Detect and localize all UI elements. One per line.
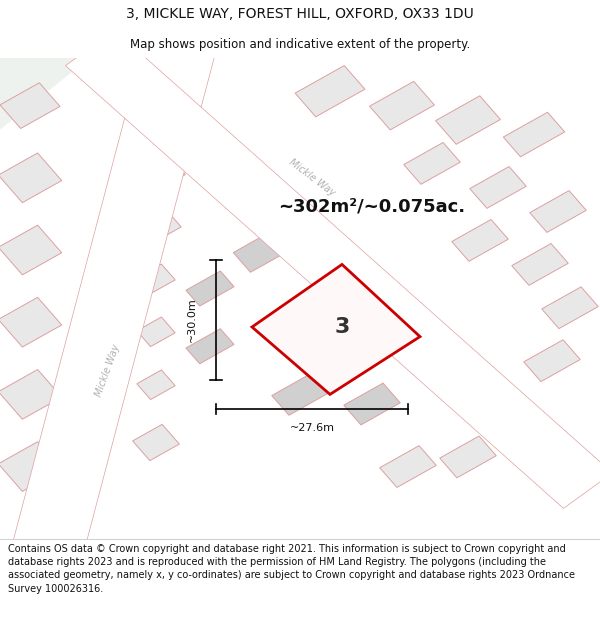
Text: Contains OS data © Crown copyright and database right 2021. This information is : Contains OS data © Crown copyright and d… [8,544,575,594]
Polygon shape [509,430,571,474]
Polygon shape [524,340,580,382]
Polygon shape [295,66,365,117]
Text: Mickle Way: Mickle Way [287,158,337,198]
Polygon shape [380,446,436,488]
Polygon shape [186,271,234,306]
Polygon shape [0,298,62,347]
Polygon shape [13,42,215,554]
Polygon shape [186,329,234,364]
Polygon shape [137,317,175,347]
Polygon shape [512,244,568,286]
Polygon shape [470,166,526,208]
Text: 3, MICKLE WAY, FOREST HILL, OXFORD, OX33 1DU: 3, MICKLE WAY, FOREST HILL, OXFORD, OX33… [126,8,474,21]
Polygon shape [139,155,185,191]
Polygon shape [436,96,500,144]
Text: ~302m²/~0.075ac.: ~302m²/~0.075ac. [278,198,466,216]
Polygon shape [370,81,434,130]
Polygon shape [0,442,62,491]
Polygon shape [404,142,460,184]
Text: ~30.0m: ~30.0m [187,298,197,342]
Polygon shape [542,287,598,329]
Polygon shape [0,82,60,129]
Polygon shape [137,264,175,294]
Polygon shape [503,112,565,157]
Polygon shape [530,191,586,232]
Text: Mickle Way: Mickle Way [94,343,122,398]
Polygon shape [252,264,420,394]
Polygon shape [344,383,400,425]
Polygon shape [233,228,295,272]
Polygon shape [0,58,90,129]
Polygon shape [461,386,523,431]
Text: Map shows position and indicative extent of the property.: Map shows position and indicative extent… [130,38,470,51]
Polygon shape [143,211,181,241]
Polygon shape [130,96,182,135]
Text: 3: 3 [334,317,350,337]
Polygon shape [272,374,328,415]
Polygon shape [440,436,496,478]
Polygon shape [137,370,175,399]
Text: ~27.6m: ~27.6m [290,423,335,433]
Polygon shape [0,153,62,202]
Polygon shape [452,219,508,261]
Polygon shape [0,225,62,275]
Polygon shape [133,424,179,461]
Polygon shape [65,30,600,508]
Polygon shape [0,369,62,419]
